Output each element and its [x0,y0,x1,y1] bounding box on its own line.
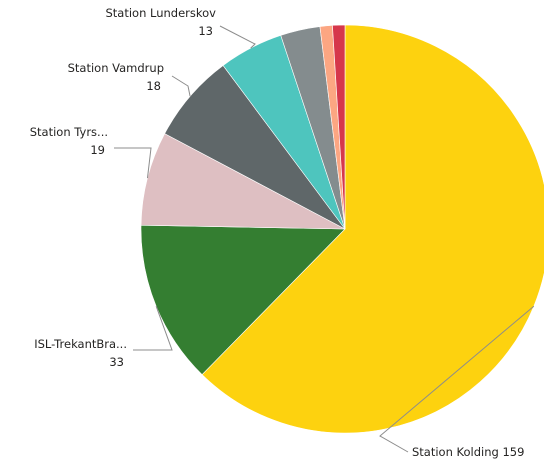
pie-slice-1[interactable] [201,24,544,434]
leader-line-5 [219,25,256,49]
data-label-value-4: 18 [146,79,161,93]
leader-line-1 [379,305,535,453]
pie-slice-8[interactable] [332,24,346,230]
pie-slice-3[interactable] [140,133,346,230]
data-label-value-3: 19 [90,143,105,157]
data-label-value-2: 33 [109,355,124,369]
leader-line-3 [114,147,152,179]
leader-line-4 [171,75,191,97]
leader-line-2 [133,306,173,351]
data-label-value-5: 13 [198,24,213,38]
pie-slice-2[interactable] [140,224,346,376]
data-label-1: Station Kolding 159 [412,445,524,459]
data-label-name-2: ISL-TrekantBra... [34,337,127,351]
data-label-name-5: Station Lunderskov [105,6,216,20]
data-label-name-4: Station Vamdrup [68,61,164,75]
data-label-name-3: Station Tyrs... [30,125,108,139]
